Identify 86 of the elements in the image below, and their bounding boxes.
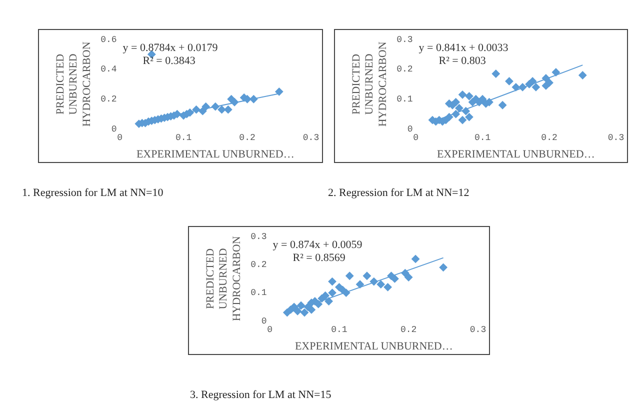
point (498, 101, 507, 110)
point (401, 269, 410, 278)
y-axis-title: PREDICTED UNBURNED HYDROCARBON (350, 42, 389, 127)
point (452, 98, 460, 106)
y-axis-title: PREDICTED UNBURNED HYDROCARBON (54, 42, 93, 127)
annotation: R² = 0.3843 (142, 54, 196, 67)
x-axis-title: EXPERIMENTAL UNBURNED… (436, 148, 595, 160)
point (224, 106, 232, 114)
y-axis-title: PREDICTED UNBURNED HYDROCARBON (204, 236, 243, 322)
point (307, 306, 316, 314)
point (342, 288, 350, 297)
point (552, 68, 560, 76)
x-tick-label: 0.1 (331, 324, 348, 335)
y-tick-label: 0.2 (250, 260, 267, 270)
point (384, 283, 392, 292)
text: 3. Regression for LM at NN=15 (190, 389, 332, 401)
x-tick-label: 0.2 (239, 132, 256, 143)
point (230, 98, 239, 106)
annotation: R² = 0.8569 (292, 252, 346, 264)
point (390, 274, 399, 283)
x-tick-label: 0.2 (541, 132, 558, 143)
y-tick-label: 0.2 (396, 64, 413, 75)
point (346, 272, 354, 280)
x-axis-title: EXPERIMENTAL UNBURNED… (294, 340, 453, 352)
point (321, 292, 330, 300)
point (465, 113, 474, 122)
point (192, 106, 200, 114)
y-tick-label: 0.2 (100, 94, 117, 105)
point (294, 307, 302, 316)
y-tick-label: 0 (261, 316, 267, 326)
point (250, 95, 258, 104)
point (356, 280, 364, 288)
y-tick-label: 0.6 (100, 34, 117, 45)
x-tick-label: 0.1 (175, 132, 192, 143)
point (492, 70, 500, 78)
annotation: y = 0.874x + 0.0059 (272, 238, 363, 251)
y-tick-label: 0.4 (100, 64, 117, 75)
y-tick-label: 0.3 (250, 232, 267, 242)
y-tick-label: 0 (407, 124, 413, 134)
point (300, 308, 308, 317)
point (412, 254, 420, 263)
point (328, 278, 336, 286)
point (297, 301, 306, 310)
text: 2. Regression for LM at NN=12 (328, 187, 470, 199)
point (512, 83, 520, 92)
point (211, 102, 220, 111)
point (328, 288, 336, 297)
x-tick-label: 0.3 (302, 132, 320, 143)
point (218, 106, 226, 114)
point (324, 297, 333, 306)
x-tick-label: 0.3 (608, 132, 624, 143)
y-tick-label: 0.1 (396, 94, 413, 105)
annotation: y = 0.8784x + 0.0179 (122, 42, 218, 54)
point (198, 107, 207, 116)
point (404, 273, 413, 282)
point (445, 113, 454, 122)
point (465, 92, 474, 100)
annotation: y = 0.841x + 0.0033 (418, 42, 509, 54)
point (370, 278, 378, 286)
x-axis-title: EXPERIMENTAL UNBURNED… (136, 148, 294, 160)
point (578, 71, 587, 80)
point (462, 107, 470, 116)
x-tick-label: 0.3 (470, 324, 486, 335)
point (314, 300, 322, 308)
point (455, 104, 464, 112)
point (542, 74, 550, 82)
point (290, 302, 298, 311)
point (458, 116, 467, 124)
y-tick-label: 0 (111, 124, 117, 134)
text: 1. Regression for LM at NN=10 (22, 187, 164, 199)
point (376, 280, 385, 288)
point (528, 77, 537, 86)
point (532, 83, 540, 92)
point (545, 78, 554, 87)
point (452, 110, 460, 118)
point (362, 272, 371, 280)
point (275, 88, 284, 96)
annotation: R² = 0.803 (438, 54, 486, 67)
point (458, 90, 467, 99)
y-tick-label: 0.1 (250, 288, 267, 298)
y-tick-label: 0.3 (396, 34, 413, 45)
point (505, 77, 514, 86)
point (518, 83, 527, 92)
x-tick-label: 0.1 (474, 132, 491, 143)
point (439, 263, 448, 272)
point (202, 102, 210, 111)
